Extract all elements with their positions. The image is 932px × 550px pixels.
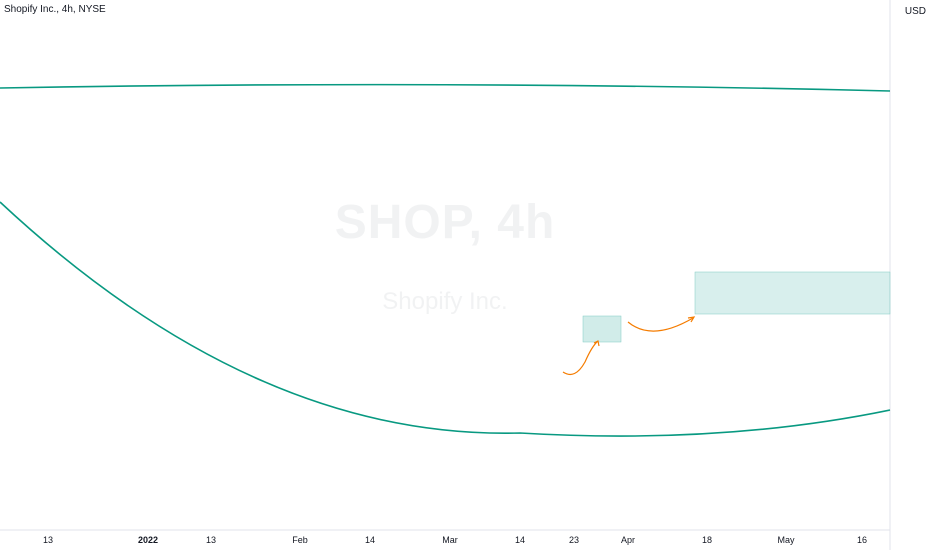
x-tick-label: May bbox=[777, 535, 795, 545]
target-zone-2[interactable] bbox=[694, 271, 891, 315]
x-tick-label: Mar bbox=[442, 535, 458, 545]
target-zone-1[interactable] bbox=[582, 315, 622, 343]
trend-arc-top[interactable] bbox=[0, 83, 891, 92]
currency-label: USD bbox=[904, 6, 926, 17]
x-tick-label: 16 bbox=[856, 535, 868, 545]
trend-arc-bottom[interactable] bbox=[0, 201, 891, 437]
watermark-symbol: SHOP, 4h bbox=[334, 196, 556, 249]
projection-arrow-1[interactable] bbox=[562, 340, 599, 375]
x-tick-label: 14 bbox=[364, 535, 376, 545]
watermark-name: Shopify Inc. bbox=[382, 288, 508, 315]
x-tick-label: Feb bbox=[292, 535, 308, 545]
x-tick-label: Apr bbox=[620, 535, 636, 545]
x-tick-label: 23 bbox=[568, 535, 580, 545]
projection-arrowhead-2 bbox=[687, 316, 696, 323]
projection-arrow-2[interactable] bbox=[627, 317, 694, 332]
chart-title: Shopify Inc., 4h, NYSE bbox=[4, 4, 106, 15]
x-tick-label: 13 bbox=[205, 535, 217, 545]
x-tick-label: 13 bbox=[42, 535, 54, 545]
x-tick-label: 14 bbox=[514, 535, 526, 545]
x-tick-label: 18 bbox=[701, 535, 713, 545]
projection-arrowhead-1 bbox=[593, 340, 600, 347]
x-tick-label: 2022 bbox=[137, 535, 159, 545]
